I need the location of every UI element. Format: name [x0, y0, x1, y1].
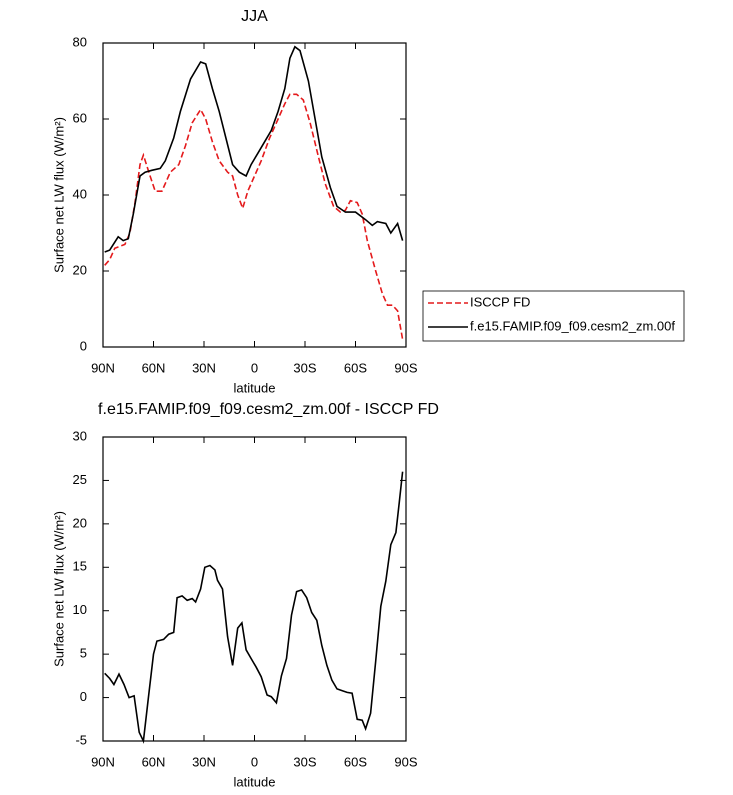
plot-frame	[102, 42, 407, 348]
y-tick-label: 25	[73, 472, 87, 487]
x-tick-label: 60S	[344, 360, 367, 375]
y-tick-label: 20	[73, 262, 87, 277]
x-axis-label: latitude	[234, 774, 276, 789]
legend-label: f.e15.FAMIP.f09_f09.cesm2_zm.00f	[470, 318, 675, 333]
y-tick-label: 0	[80, 689, 87, 704]
data-line	[104, 471, 404, 744]
chart-title: f.e15.FAMIP.f09_f09.cesm2_zm.00f - ISCCP…	[98, 401, 439, 418]
y-tick-label: -5	[75, 732, 87, 747]
y-axis-label: Surface net LW flux (W/m²)	[51, 511, 66, 667]
y-tick-label: 10	[73, 602, 87, 617]
data-line	[104, 93, 404, 340]
x-tick-label: 0	[251, 360, 258, 375]
y-tick-label: 40	[73, 186, 87, 201]
chart-title: JJA	[241, 8, 268, 25]
y-tick-label: 0	[80, 338, 87, 353]
x-tick-label: 90N	[91, 360, 115, 375]
x-tick-label: 0	[251, 754, 258, 769]
y-tick-label: 30	[73, 428, 87, 443]
legend-box	[422, 290, 685, 342]
y-tick-label: 20	[73, 515, 87, 530]
y-axis-label: Surface net LW flux (W/m²)	[51, 117, 66, 273]
x-tick-label: 30S	[293, 754, 316, 769]
x-tick-label: 30N	[192, 754, 216, 769]
x-tick-label: 60N	[142, 360, 166, 375]
x-tick-label: 90N	[91, 754, 115, 769]
data-line	[104, 45, 404, 253]
x-tick-label: 60S	[344, 754, 367, 769]
y-tick-label: 60	[73, 110, 87, 125]
x-axis-label: latitude	[234, 380, 276, 395]
x-tick-label: 60N	[142, 754, 166, 769]
x-tick-label: 30N	[192, 360, 216, 375]
plot-frame	[102, 436, 407, 742]
y-tick-label: 15	[73, 559, 87, 574]
x-tick-label: 90S	[394, 754, 417, 769]
legend-label: ISCCP FD	[470, 294, 530, 309]
y-tick-label: 5	[80, 646, 87, 661]
x-tick-label: 30S	[293, 360, 316, 375]
x-tick-label: 90S	[394, 360, 417, 375]
y-tick-label: 80	[73, 34, 87, 49]
